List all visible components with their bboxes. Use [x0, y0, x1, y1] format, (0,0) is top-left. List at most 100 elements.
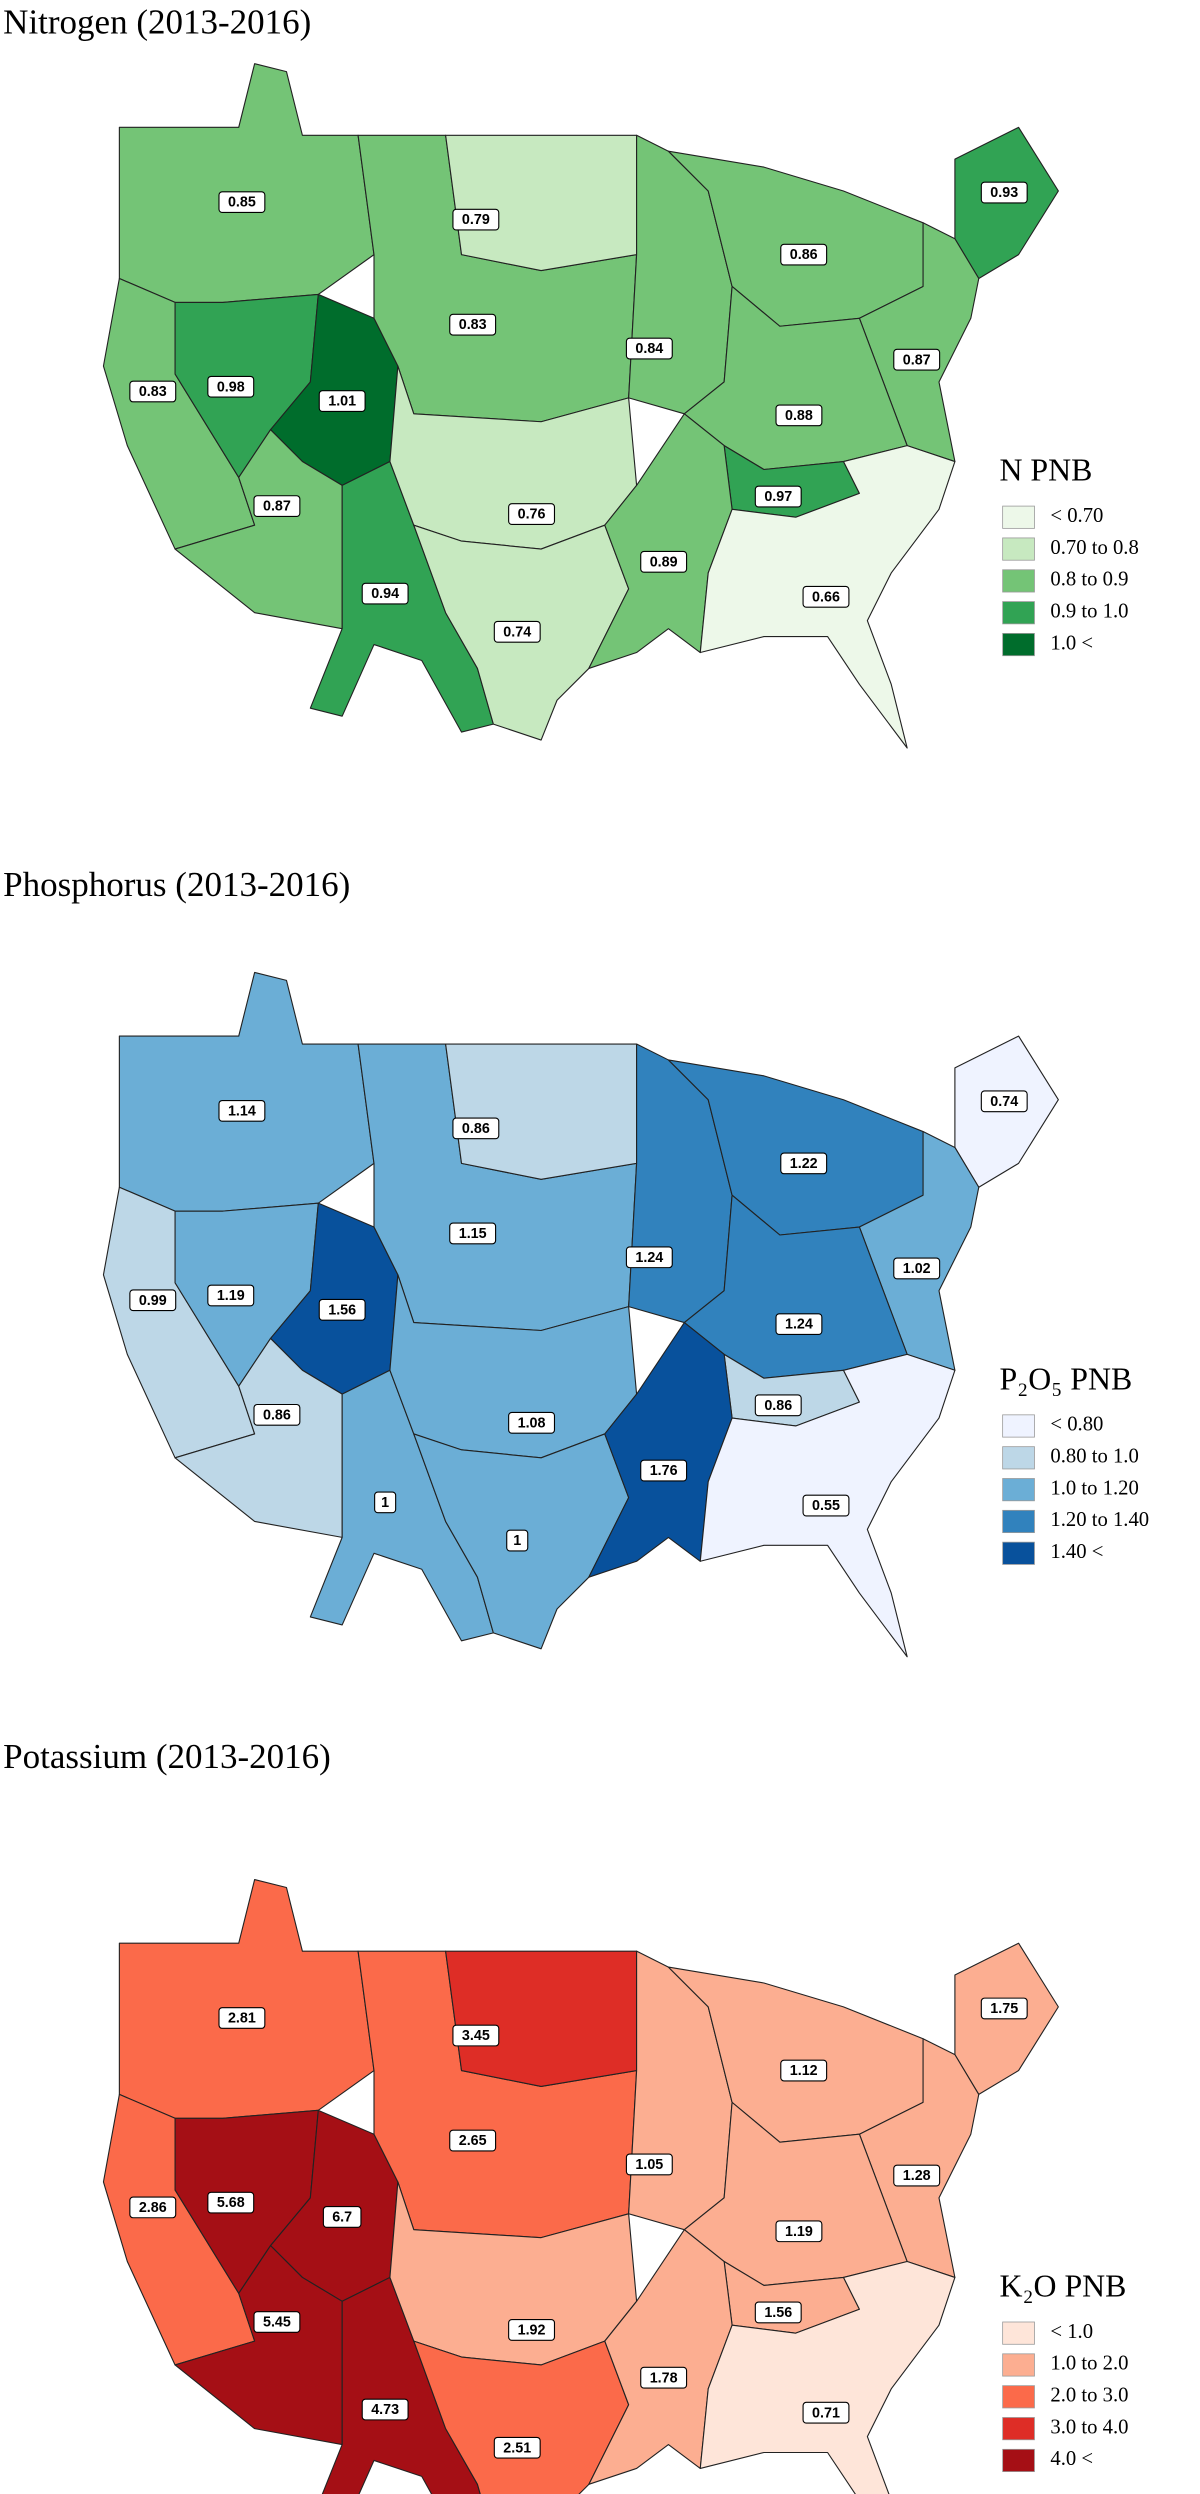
region [588, 2229, 733, 2485]
label-box [754, 2301, 802, 2324]
region-label: 2.81 [228, 2011, 256, 2027]
label-box [253, 2311, 301, 2333]
legend-title: K₂O PNB [999, 2269, 1126, 2304]
region-label: 3.45 [462, 2028, 490, 2044]
region [445, 134, 638, 272]
label-box [207, 1284, 255, 1307]
label-box [508, 503, 556, 525]
legend-swatch [1002, 1478, 1035, 1502]
region-label: 1.24 [635, 1250, 663, 1266]
label-box [625, 2153, 673, 2176]
region-label: 1.08 [518, 1415, 546, 1431]
legend-label: 3.0 to 4.0 [1050, 2416, 1128, 2438]
label-box [640, 2366, 688, 2389]
label-box [322, 2206, 362, 2228]
region-label: 0.79 [462, 212, 490, 228]
region-label: 0.86 [263, 1407, 291, 1423]
region [445, 1043, 638, 1180]
map-title: Phosphorus (2013-2016) [3, 865, 350, 904]
region-label: 0.98 [217, 379, 245, 395]
legend-swatch [1002, 633, 1035, 657]
legend-label: 0.70 to 0.8 [1050, 537, 1138, 559]
legend-swatch [1002, 2417, 1035, 2441]
region-label: 0.86 [790, 247, 818, 263]
legend-label: 4.0 < [1050, 2448, 1093, 2470]
legend-swatch [1002, 1509, 1035, 1534]
region-label: 0.87 [903, 352, 931, 368]
label-box [893, 348, 941, 371]
region-label: 1 [381, 1495, 389, 1511]
label-box [893, 1257, 941, 1280]
region [118, 63, 375, 303]
region-label: 1.15 [459, 1226, 487, 1242]
label-box [625, 1246, 673, 1269]
legend-swatch [1002, 2321, 1035, 2345]
label-box [506, 1529, 529, 1552]
region-label: 0.71 [812, 2405, 840, 2421]
region-label: 1.28 [903, 2168, 931, 2184]
region-label: 0.86 [462, 1121, 490, 1137]
map: 1.14 0.99 1.19 1.56 0.86 1 1.15 0.86 1.08 1 1.24 1.… [102, 971, 1149, 1658]
label-box [449, 1222, 497, 1245]
legend-label: 1.40 < [1050, 1541, 1103, 1563]
region [588, 1321, 733, 1578]
label-box [361, 2398, 409, 2421]
label-box [361, 582, 409, 605]
region-label: 5.68 [217, 2195, 245, 2211]
legend-swatch [1002, 1541, 1035, 1565]
label-box [318, 390, 366, 412]
region-label: 1.12 [790, 2063, 818, 2079]
label-box [253, 1403, 301, 1426]
legend-swatch [1002, 1446, 1035, 1470]
region-label: 1.14 [228, 1103, 256, 1119]
label-box [449, 2129, 497, 2152]
region [118, 971, 375, 1212]
region-label: 1.01 [328, 394, 356, 410]
label-box [452, 1117, 500, 1140]
label-box [640, 550, 688, 573]
legend-label: 1.0 to 1.20 [1050, 1477, 1138, 1499]
region-label: 1.24 [785, 1317, 813, 1333]
legend-label: 0.80 to 1.0 [1050, 1446, 1138, 1468]
label-box [129, 2196, 177, 2219]
label-box [207, 2191, 255, 2214]
region [413, 2340, 630, 2494]
legend-label: 1.20 to 1.40 [1050, 1509, 1149, 1531]
label-box [980, 181, 1028, 204]
region-label: 2.65 [459, 2133, 487, 2149]
region-label: 0.99 [139, 1293, 167, 1309]
label-box [780, 243, 828, 266]
label-box [374, 1491, 397, 1514]
region-label: 0.85 [228, 195, 256, 211]
region-label: 0.97 [764, 489, 792, 505]
legend-label: 0.8 to 0.9 [1050, 569, 1128, 591]
legend-label: 0.9 to 1.0 [1050, 600, 1128, 622]
region-label: 2.51 [503, 2440, 531, 2456]
legend-label: 1.0 < [1050, 632, 1093, 654]
legend-label: < 1.0 [1050, 2321, 1093, 2343]
label-box [129, 1289, 177, 1312]
map-title: Nitrogen (2013-2016) [3, 2, 311, 41]
label-box [493, 2436, 541, 2459]
region-label: 4.73 [371, 2402, 399, 2418]
region-label: 1.78 [650, 2370, 678, 2386]
label-box [980, 1997, 1028, 2020]
legend-swatch [1002, 1414, 1035, 1438]
region-label: 1.22 [790, 1156, 818, 1172]
label-box [754, 485, 802, 508]
label-box [802, 2401, 850, 2424]
label-box [218, 1099, 266, 1122]
label-box [775, 2220, 823, 2243]
legend-swatch [1002, 601, 1035, 625]
region [699, 2260, 956, 2494]
label-box [452, 208, 500, 231]
label-box [625, 337, 673, 360]
region-label: 0.83 [139, 384, 167, 400]
label-box [218, 2007, 266, 2029]
region-label: 1.19 [217, 1288, 245, 1304]
label-box [775, 404, 823, 427]
label-box [775, 1313, 823, 1336]
region-label: 0.74 [503, 624, 531, 640]
region-label: 1.56 [328, 1302, 356, 1318]
label-box [207, 375, 255, 398]
